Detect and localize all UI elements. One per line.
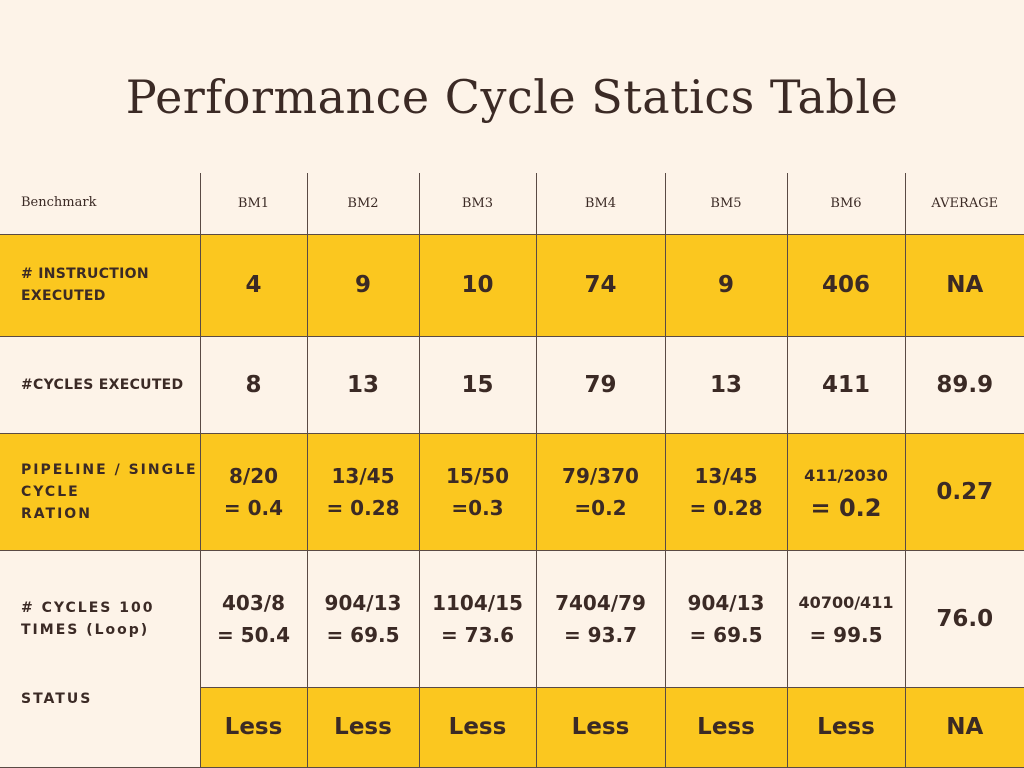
loop-bm6: 40700/411 = 99.5 xyxy=(786,549,906,688)
ratio-row: PIPELINE / SINGLE CYCLE RATION 8/20 = 0.4… xyxy=(0,432,1024,551)
cycles-bm6: 411 xyxy=(786,335,906,434)
ratio-bm4: 79/370 =0.2 xyxy=(535,432,666,551)
loop-bm5-result: = 69.5 xyxy=(689,622,763,647)
loop-bm1-fraction: 403/8 xyxy=(222,590,285,615)
header-bm3: BM3 xyxy=(418,173,537,235)
instructions-row: # INSTRUCTION EXECUTED 4 9 10 74 9 406 N… xyxy=(0,233,1024,337)
ratio-label-line2: CYCLE xyxy=(21,483,80,500)
status-bm2: Less xyxy=(306,686,420,768)
ratio-label: PIPELINE / SINGLE CYCLE RATION xyxy=(0,432,201,551)
instructions-label-line2: EXECUTED xyxy=(21,288,106,304)
loop-bm4: 7404/79 = 93.7 xyxy=(535,549,666,688)
header-label: Benchmark xyxy=(0,173,201,235)
loop-bm2-fraction: 904/13 xyxy=(324,590,402,615)
ratio-label-line3: RATION xyxy=(21,505,92,522)
cycles-bm5: 13 xyxy=(664,335,788,434)
loop-bm1: 403/8 = 50.4 xyxy=(199,549,308,688)
status-bm3: Less xyxy=(418,686,537,768)
ratio-bm6-result: = 0.2 xyxy=(810,493,882,522)
ratio-bm1-result: = 0.4 xyxy=(223,495,284,520)
ratio-bm1-fraction: 8/20 xyxy=(228,463,279,488)
ratio-bm4-fraction: 79/370 xyxy=(562,463,639,488)
header-bm6: BM6 xyxy=(786,173,906,235)
loop-bm2-result: = 69.5 xyxy=(326,622,400,647)
header-bm4: BM4 xyxy=(535,173,666,235)
loop-bm4-fraction: 7404/79 xyxy=(555,590,646,615)
loop-bm5: 904/13 = 69.5 xyxy=(664,549,788,688)
instructions-bm4: 74 xyxy=(535,233,666,337)
header-bm1: BM1 xyxy=(199,173,308,235)
ratio-bm6-fraction: 411/2030 xyxy=(804,465,888,485)
instructions-label-line1: # INSTRUCTION xyxy=(21,266,149,282)
loop-bm1-result: = 50.4 xyxy=(216,622,291,647)
instructions-bm3: 10 xyxy=(418,233,537,337)
loop-bm2: 904/13 = 69.5 xyxy=(306,549,420,688)
status-bm1: Less xyxy=(199,686,308,768)
ratio-bm2-result: = 0.28 xyxy=(326,495,400,520)
ratio-bm6: 411/2030 = 0.2 xyxy=(786,432,906,551)
cycles-average: 89.9 xyxy=(904,335,1024,434)
loop-bm3-fraction: 1104/15 xyxy=(432,590,523,615)
instructions-bm6: 406 xyxy=(786,233,906,337)
ratio-label-line1: PIPELINE / SINGLE xyxy=(21,461,198,478)
status-bm5: Less xyxy=(664,686,788,768)
ratio-bm2-fraction: 13/45 xyxy=(331,463,395,488)
ratio-bm1: 8/20 = 0.4 xyxy=(199,432,308,551)
loop-label: # CYCLES 100 TIMES (Loop) xyxy=(21,551,199,688)
instructions-bm5: 9 xyxy=(664,233,788,337)
instructions-bm1: 4 xyxy=(199,233,308,337)
loop-bm3-result: = 73.6 xyxy=(440,622,515,647)
cycles-row: #CYCLES EXECUTED 8 13 15 79 13 411 89.9 xyxy=(0,335,1024,434)
status-bm4: Less xyxy=(535,686,666,768)
ratio-bm3-fraction: 15/50 xyxy=(446,463,509,488)
instructions-label: # INSTRUCTION EXECUTED xyxy=(0,233,201,337)
loop-bm6-fraction: 40700/411 xyxy=(798,592,894,612)
ratio-bm2: 13/45 = 0.28 xyxy=(306,432,420,551)
loop-bm6-result: = 99.5 xyxy=(809,622,883,647)
ratio-bm5-result: = 0.28 xyxy=(689,495,763,520)
loop-label-line1: # CYCLES 100 xyxy=(21,600,155,616)
status-row: Less Less Less Less Less Less NA xyxy=(0,686,1024,768)
header-row: Benchmark BM1 BM2 BM3 BM4 BM5 BM6 AVERAG… xyxy=(0,173,1024,235)
header-average: AVERAGE xyxy=(904,173,1024,235)
performance-table: Benchmark BM1 BM2 BM3 BM4 BM5 BM6 AVERAG… xyxy=(0,173,1024,768)
cycles-bm3: 15 xyxy=(418,335,537,434)
ratio-average: 0.27 xyxy=(904,432,1024,551)
cycles-bm4: 79 xyxy=(535,335,666,434)
status-bm6: Less xyxy=(786,686,906,768)
page-title: Performance Cycle Statics Table xyxy=(125,70,899,124)
loop-status-label-cell: # CYCLES 100 TIMES (Loop) STATUS xyxy=(0,549,201,768)
cycles-bm2: 13 xyxy=(306,335,420,434)
instructions-average: NA xyxy=(904,233,1024,337)
header-bm5: BM5 xyxy=(664,173,788,235)
ratio-bm3-result: =0.3 xyxy=(451,495,504,520)
cycles-label: #CYCLES EXECUTED xyxy=(0,335,201,434)
header-bm2: BM2 xyxy=(306,173,420,235)
loop-average: 76.0 xyxy=(904,549,1024,688)
ratio-bm5-fraction: 13/45 xyxy=(694,463,758,488)
loop-row: # CYCLES 100 TIMES (Loop) STATUS 403/8 = … xyxy=(0,549,1024,768)
loop-bm3: 1104/15 = 73.6 xyxy=(418,549,537,688)
loop-bm4-result: = 93.7 xyxy=(563,622,638,647)
ratio-bm3: 15/50 =0.3 xyxy=(418,432,537,551)
cycles-bm1: 8 xyxy=(199,335,308,434)
instructions-bm2: 9 xyxy=(306,233,420,337)
ratio-bm4-result: =0.2 xyxy=(574,495,627,520)
status-label: STATUS xyxy=(21,690,93,707)
loop-bm5-fraction: 904/13 xyxy=(687,590,765,615)
loop-label-line2: TIMES (Loop) xyxy=(21,622,150,638)
ratio-bm5: 13/45 = 0.28 xyxy=(664,432,788,551)
status-average: NA xyxy=(904,686,1024,768)
